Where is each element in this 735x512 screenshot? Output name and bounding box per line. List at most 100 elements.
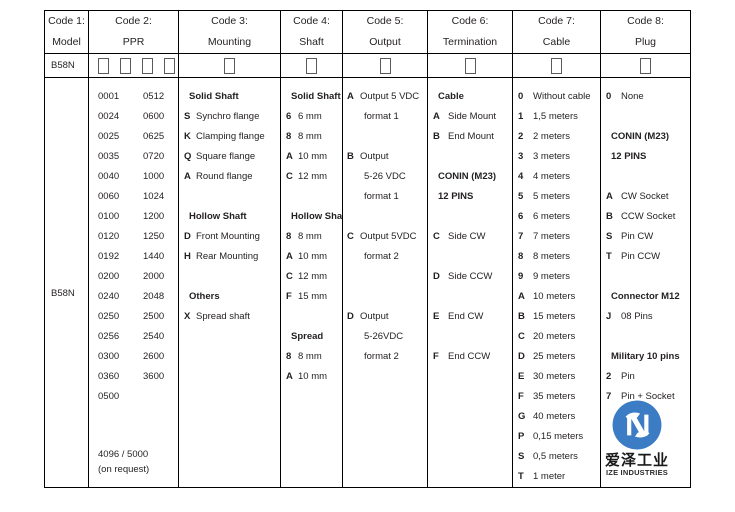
output-option[interactable]: A Output 5 VDC	[343, 87, 427, 107]
shaft-option[interactable]: F 15 mm	[281, 287, 342, 307]
mounting-option[interactable]: X Spread shaft	[179, 307, 280, 327]
option-label: 40 meters	[533, 411, 576, 422]
option-label: Without cable	[533, 91, 591, 102]
option-key: A	[433, 111, 440, 122]
cable-option[interactable]: A 10 meters	[513, 287, 600, 307]
output-option[interactable]: D Output	[343, 307, 427, 327]
header-name-label: Termination	[442, 36, 498, 48]
cable-option[interactable]: T 1 meter	[513, 467, 600, 487]
shaft-option[interactable]: 8 8 mm	[281, 127, 342, 147]
plug-option[interactable]: B CCW Socket	[601, 207, 690, 227]
plug-group-title: Connector M12	[601, 287, 690, 307]
option-key: P	[518, 431, 525, 442]
cable-box-cell[interactable]	[512, 53, 601, 78]
option-key: 7	[606, 391, 612, 402]
cable-option[interactable]: 2 2 meters	[513, 127, 600, 147]
shaft-option[interactable]: 6 6 mm	[281, 107, 342, 127]
shaft-option[interactable]: 8 8 mm	[281, 227, 342, 247]
ppr-box-cell[interactable]	[88, 53, 179, 78]
shaft-option[interactable]: A 10 mm	[281, 247, 342, 267]
output-option[interactable]: C Output 5VDC	[343, 227, 427, 247]
termination-option[interactable]: C Side CW	[428, 227, 512, 247]
header-name-label: Plug	[634, 36, 656, 48]
plug-option[interactable]: T Pin CCW	[601, 247, 690, 267]
shaft-box[interactable]	[306, 57, 317, 74]
mounting-option[interactable]: H Rear Mounting	[179, 247, 280, 267]
cable-option[interactable]: 3 3 meters	[513, 147, 600, 167]
cable-option[interactable]: 8 8 meters	[513, 247, 600, 267]
cable-option[interactable]: 9 9 meters	[513, 267, 600, 287]
shaft-option[interactable]: C 12 mm	[281, 167, 342, 187]
cable-box[interactable]	[551, 57, 562, 74]
plug-option[interactable]: 2 Pin	[601, 367, 690, 387]
ppr-value-a: 0256	[98, 331, 120, 342]
mounting-option[interactable]: K Clamping flange	[179, 127, 280, 147]
output-box-cell[interactable]	[342, 53, 428, 78]
spacer	[428, 247, 512, 267]
header-code-label: Code 8:	[627, 15, 664, 27]
shaft-option[interactable]: 8 8 mm	[281, 347, 342, 367]
termination-option[interactable]: B End Mount	[428, 127, 512, 147]
ppr-digit-box-1[interactable]	[98, 57, 109, 74]
cable-option[interactable]: G 40 meters	[513, 407, 600, 427]
cable-option[interactable]: P 0,15 meters	[513, 427, 600, 447]
termination-option[interactable]: F End CCW	[428, 347, 512, 367]
option-label: 30 meters	[533, 371, 576, 382]
plug-option[interactable]: 0 None	[601, 87, 690, 107]
shaft-option[interactable]: A 10 mm	[281, 367, 342, 387]
output-box[interactable]	[379, 57, 391, 74]
cable-option[interactable]: 0 Without cable	[513, 87, 600, 107]
termination-option[interactable]: E End CW	[428, 307, 512, 327]
shaft-option[interactable]: A 10 mm	[281, 147, 342, 167]
ppr-digit-box-4[interactable]	[164, 57, 175, 74]
cable-option[interactable]: C 20 meters	[513, 327, 600, 347]
plug-box-cell[interactable]	[600, 53, 691, 78]
cable-option[interactable]: D 25 meters	[513, 347, 600, 367]
mounting-option[interactable]: S Synchro flange	[179, 107, 280, 127]
plug-option[interactable]: S Pin CW	[601, 227, 690, 247]
cable-option[interactable]: 4 4 meters	[513, 167, 600, 187]
mounting-box[interactable]	[224, 57, 235, 74]
termination-box[interactable]	[464, 57, 476, 74]
spacer	[179, 187, 280, 207]
mounting-box-cell[interactable]	[178, 53, 281, 78]
cable-column: 0 Without cable 1 1,5 meters 2 2 meters 3 3 …	[512, 77, 601, 488]
cable-option[interactable]: F 35 meters	[513, 387, 600, 407]
plug-option[interactable]: A CW Socket	[601, 187, 690, 207]
option-label: 2 meters	[533, 131, 570, 142]
termination-box-cell[interactable]	[427, 53, 513, 78]
ppr-digit-box-3[interactable]	[142, 57, 153, 74]
output-option-line2: 5-26 VDC	[343, 167, 427, 187]
termination-option[interactable]: A Side Mount	[428, 107, 512, 127]
cable-option[interactable]: 6 6 meters	[513, 207, 600, 227]
option-label: 0,15 meters	[533, 431, 584, 442]
ppr-value-b: 1000	[143, 171, 165, 182]
plug-option[interactable]: J 08 Pins	[601, 307, 690, 327]
model-column: B58N	[44, 77, 89, 488]
mounting-option[interactable]: Q Square flange	[179, 147, 280, 167]
mounting-option[interactable]: D Front Mounting	[179, 227, 280, 247]
option-key: C	[286, 171, 293, 182]
option-label: End CCW	[448, 351, 491, 362]
cable-option[interactable]: 5 5 meters	[513, 187, 600, 207]
option-label: Side Mount	[448, 111, 497, 122]
termination-option[interactable]: D Side CCW	[428, 267, 512, 287]
cable-option[interactable]: B 15 meters	[513, 307, 600, 327]
option-key: A	[184, 171, 191, 182]
plug-box[interactable]	[640, 57, 651, 74]
ppr-digit-box-2[interactable]	[120, 57, 131, 74]
plug-option[interactable]: 7 Pin + Socket	[601, 387, 690, 407]
cable-option[interactable]: 7 7 meters	[513, 227, 600, 247]
cable-option[interactable]: E 30 meters	[513, 367, 600, 387]
output-option[interactable]: B Output	[343, 147, 427, 167]
option-label: Spread shaft	[196, 311, 250, 322]
shaft-box-cell[interactable]	[280, 53, 343, 78]
cable-option[interactable]: 1 1,5 meters	[513, 107, 600, 127]
ppr-value-a: 0192	[98, 251, 120, 262]
option-key: S	[606, 231, 613, 242]
cable-option[interactable]: S 0,5 meters	[513, 447, 600, 467]
shaft-option[interactable]: C 12 mm	[281, 267, 342, 287]
mounting-option[interactable]: A Round flange	[179, 167, 280, 187]
ppr-row: 0060 1024	[89, 187, 178, 207]
